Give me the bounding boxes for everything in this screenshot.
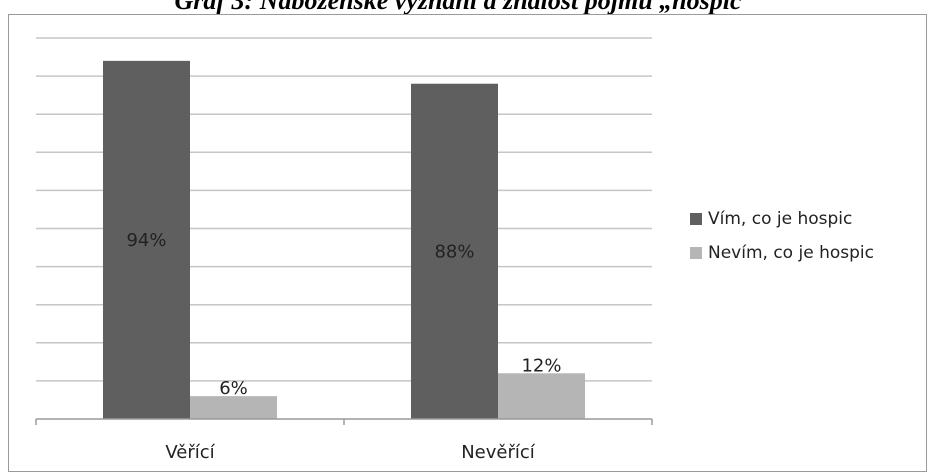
data-label: 88%: [434, 241, 474, 262]
x-tick-label: Věřící: [165, 442, 215, 463]
legend-swatch-dont-know: [690, 247, 702, 259]
data-label: 94%: [126, 230, 166, 251]
bar-know-1: [411, 83, 498, 419]
legend-label-dont-know: Nevím, co je hospic: [708, 243, 874, 263]
data-label: 6%: [219, 378, 248, 399]
legend-swatch-know: [690, 213, 702, 225]
data-label: 12%: [521, 355, 561, 376]
x-tick-label: Nevěřící: [461, 442, 536, 463]
chart-title: Graf 3: Náboženské vyznání a znalost poj…: [174, 0, 755, 15]
legend-item-dont-know: Nevím, co je hospic: [690, 242, 874, 264]
data-labels: 94% 6% 88% 12%: [126, 230, 561, 399]
bars: [103, 60, 585, 420]
bar-know-0: [103, 60, 190, 420]
legend-item-know: Vím, co je hospic: [690, 208, 874, 230]
x-axis: Věřící Nevěřící: [35, 418, 653, 463]
legend-label-know: Vím, co je hospic: [708, 209, 853, 229]
legend: Vím, co je hospic Nevím, co je hospic: [690, 208, 874, 276]
bar-dont-know-0: [190, 396, 277, 419]
bar-dont-know-1: [498, 373, 585, 419]
